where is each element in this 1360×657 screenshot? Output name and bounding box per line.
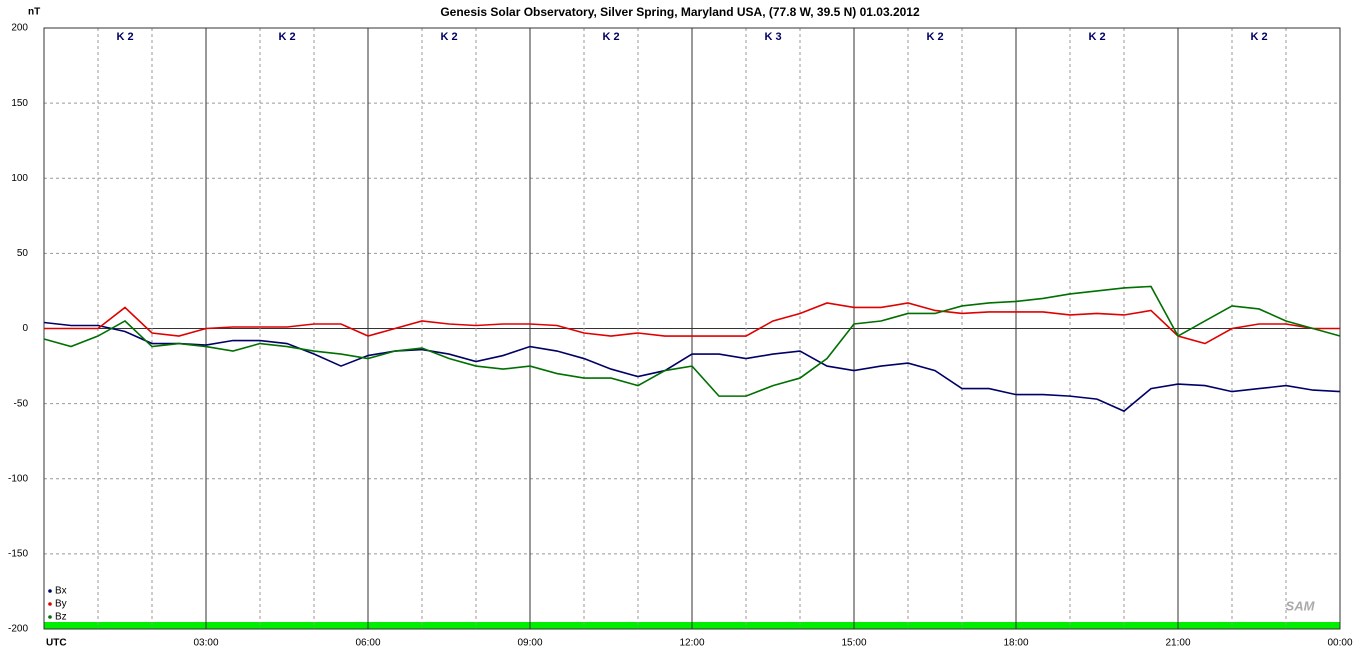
k-index-label: K 2 [1088, 31, 1105, 43]
y-tick-label: 150 [11, 98, 28, 109]
k-index-label: K 2 [926, 31, 943, 43]
series-line [43, 285, 1341, 397]
y-tick-label: -100 [8, 473, 28, 484]
legend-label: Bx [55, 586, 67, 597]
k-index-label: K 2 [278, 31, 295, 43]
y-unit: nT [28, 7, 40, 18]
legend-label: By [55, 599, 67, 610]
y-tick-label: -150 [8, 549, 28, 560]
logo: SAM [1286, 598, 1316, 613]
y-tick-label: 100 [11, 173, 28, 184]
y-tick-label: 50 [17, 248, 29, 259]
k-index-label: K 2 [602, 31, 619, 43]
y-tick-label: 200 [11, 23, 28, 34]
legend-marker [48, 602, 52, 606]
x-tick-label: 15:00 [841, 638, 866, 649]
y-tick-label: -50 [14, 398, 29, 409]
x-tick-label: 21:00 [1165, 638, 1190, 649]
series-line [43, 321, 1341, 413]
k-index-label: K 2 [116, 31, 133, 43]
legend-label: Bz [55, 612, 67, 623]
x-tick-label: 09:00 [517, 638, 542, 649]
k-index-label: K 2 [1250, 31, 1267, 43]
x-tick-label: 06:00 [355, 638, 380, 649]
y-tick-label: 0 [22, 323, 28, 334]
x-tick-label: UTC [46, 638, 67, 649]
k-index-label: K 3 [764, 31, 781, 43]
x-tick-label: 18:00 [1003, 638, 1028, 649]
legend-marker [48, 615, 52, 619]
k-index-label: K 2 [440, 31, 457, 43]
x-tick-label: 03:00 [193, 638, 218, 649]
chart-title: Genesis Solar Observatory, Silver Spring… [440, 5, 920, 19]
legend-marker [48, 589, 52, 593]
x-tick-label: 12:00 [679, 638, 704, 649]
x-tick-label: 00:00 [1327, 638, 1352, 649]
y-tick-label: -200 [8, 624, 28, 635]
series-line [44, 302, 1340, 345]
